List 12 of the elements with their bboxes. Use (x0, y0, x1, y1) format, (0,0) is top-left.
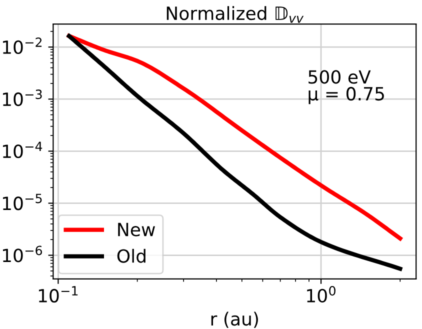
x-tick-label: 10$^{0}$ (307, 286, 336, 303)
legend-label: Old (117, 248, 146, 263)
y-tick-label: 10$^{−5}$ (3, 194, 42, 210)
legend-label: New (118, 222, 155, 236)
y-tick-label: 10$^{−6}$ (3, 246, 42, 262)
x-axis-title: r (au) (211, 312, 258, 328)
annotation: 500 eV μ = 0.75 (308, 70, 384, 104)
x-tick-label: 10$^{−1}$ (38, 286, 78, 303)
y-tick-label: 10$^{−3}$ (3, 90, 42, 106)
chart-title: Normalized 𝔻$_{vv}$ (166, 6, 304, 23)
y-tick-label: 10$^{−4}$ (3, 142, 42, 158)
y-tick-label: 10$^{−2}$ (3, 37, 42, 54)
